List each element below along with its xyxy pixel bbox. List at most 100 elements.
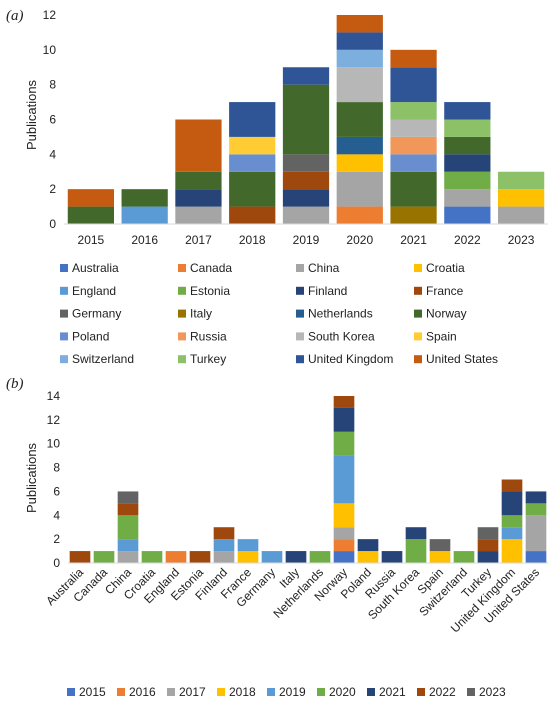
y-tick-label: 12 [43,8,57,22]
legend-item-netherlands: Netherlands [296,307,373,321]
bar-segment-turkey-2021 [390,102,437,120]
bar-segment-2022-finland [213,527,235,540]
bar-segment-france-2019 [282,171,330,190]
bar-segment-finland-2019 [282,189,330,207]
legend-swatch [467,688,475,696]
legend-swatch [296,264,304,272]
legend-label: South Korea [308,329,375,343]
legend-label: 2018 [229,685,256,699]
y-tick-label: 10 [47,437,61,451]
bar-segment-2019-germany [261,551,283,563]
bar-segment-estonia-2022 [444,171,491,190]
legend-label: 2021 [379,685,406,699]
legend-item-south-korea: South Korea [296,329,375,343]
legend-swatch [60,264,68,272]
x-tick-label: 2020 [346,233,373,247]
legend-item-germany: Germany [60,307,121,321]
panel-label-b: (b) [6,376,24,392]
y-tick-label: 4 [49,147,56,161]
bar-segment-china-2019 [282,206,330,224]
legend-label: United Kingdom [308,352,393,366]
x-tick-label: 2018 [239,233,266,247]
legend-label: France [426,284,464,298]
y-axis-label-a: Publications [24,79,39,150]
bar-segment-2021-norway [333,407,355,432]
legend-swatch [178,332,186,341]
y-tick-label: 8 [49,78,56,92]
legend-swatch [60,286,68,295]
bar-segment-2022-estonia [189,551,211,563]
legend-label: Turkey [190,352,226,366]
y-tick-label: 6 [49,113,56,127]
bars-b [69,396,547,563]
legend-label: 2017 [179,685,206,699]
bar-segment-2020-netherlands [309,551,331,563]
bar-segment-2017-finland [213,551,235,563]
bar-segment-2020-switzerland [453,551,475,563]
legend-swatch [367,688,375,696]
legend-label: Australia [72,261,119,275]
legend-label: United States [426,352,498,366]
bar-segment-2018-france [237,551,259,563]
bar-segment-poland-2021 [390,154,437,172]
bar-segment-2016-norway [333,539,355,552]
legend-item-2018: 2018 [217,685,256,699]
bar-segment-united-kingdom-2022 [444,102,491,120]
bar-segment-2017-norway [333,527,355,540]
bar-segment-china-2023 [497,206,545,224]
legend-swatch [178,286,186,295]
legend-item-poland: Poland [60,329,109,343]
bar-segment-turkey-2023 [497,171,545,190]
legend-label: England [72,284,116,298]
legend-a: Australia Canada China Croatia England Estoni… [60,261,498,366]
x-tick-label: 2017 [185,233,212,247]
bar-segment-2022-australia [69,551,91,563]
bar-segment-united-states-2021 [390,49,437,68]
bar-segment-2020-norway [333,431,355,456]
bar-segment-canada-2020 [336,206,383,224]
bar-segment-2017-china [117,551,139,563]
bar-segment-2020-croatia [141,551,163,563]
legend-swatch [414,332,422,341]
chart-b: (b) Publications 0 2 4 6 8 10 12 14 AustraliaCa… [6,376,548,699]
bar-segment-spain-2018 [229,136,276,155]
legend-label: Estonia [190,284,230,298]
legend-item-2016: 2016 [117,685,156,699]
legend-label: 2019 [279,685,306,699]
legend-item-turkey: Turkey [178,352,226,366]
legend-label: Russia [190,329,227,343]
bar-segment-united-kingdom-2020 [336,32,383,50]
bar-segment-turkey-2022 [444,119,491,137]
bar-segment-croatia-2023 [497,189,545,207]
bar-segment-2019-china [117,539,139,552]
bar-segment-russia-2021 [390,136,437,155]
legend-label: 2015 [79,685,106,699]
legend-b: 2015 2016 2017 2018 2019 2020 2021 2022 2023 [67,685,506,699]
legend-label: Poland [72,329,109,343]
y-ticks-a: 0 2 4 6 8 10 12 [43,8,57,231]
legend-swatch [414,286,422,295]
bar-segment-2019-norway [333,455,355,504]
legend-label: Norway [426,307,467,321]
bar-segment-2023-turkey [477,527,499,540]
legend-label: 2020 [329,685,356,699]
bar-segment-2018-poland [357,551,379,563]
legend-swatch [296,309,304,318]
bar-segment-norway-2015 [67,206,115,224]
legend-label: Croatia [426,261,465,275]
legend-item-china: China [296,261,340,275]
legend-item-2021: 2021 [367,685,406,699]
legend-swatch [414,309,422,318]
bar-segment-united-kingdom-2018 [229,102,276,137]
bar-segment-2022-norway [333,396,355,408]
bar-segment-south-korea-2021 [390,119,437,137]
bar-segment-2023-china [117,491,139,504]
legend-item-finland: Finland [296,284,347,298]
y-tick-label: 0 [53,556,60,570]
y-tick-label: 6 [53,484,60,498]
legend-label: Switzerland [72,352,134,366]
bar-segment-england-2016 [121,206,168,224]
legend-label: Germany [72,307,121,321]
bar-segment-united-states-2015 [67,189,115,207]
legend-label: 2022 [429,685,456,699]
